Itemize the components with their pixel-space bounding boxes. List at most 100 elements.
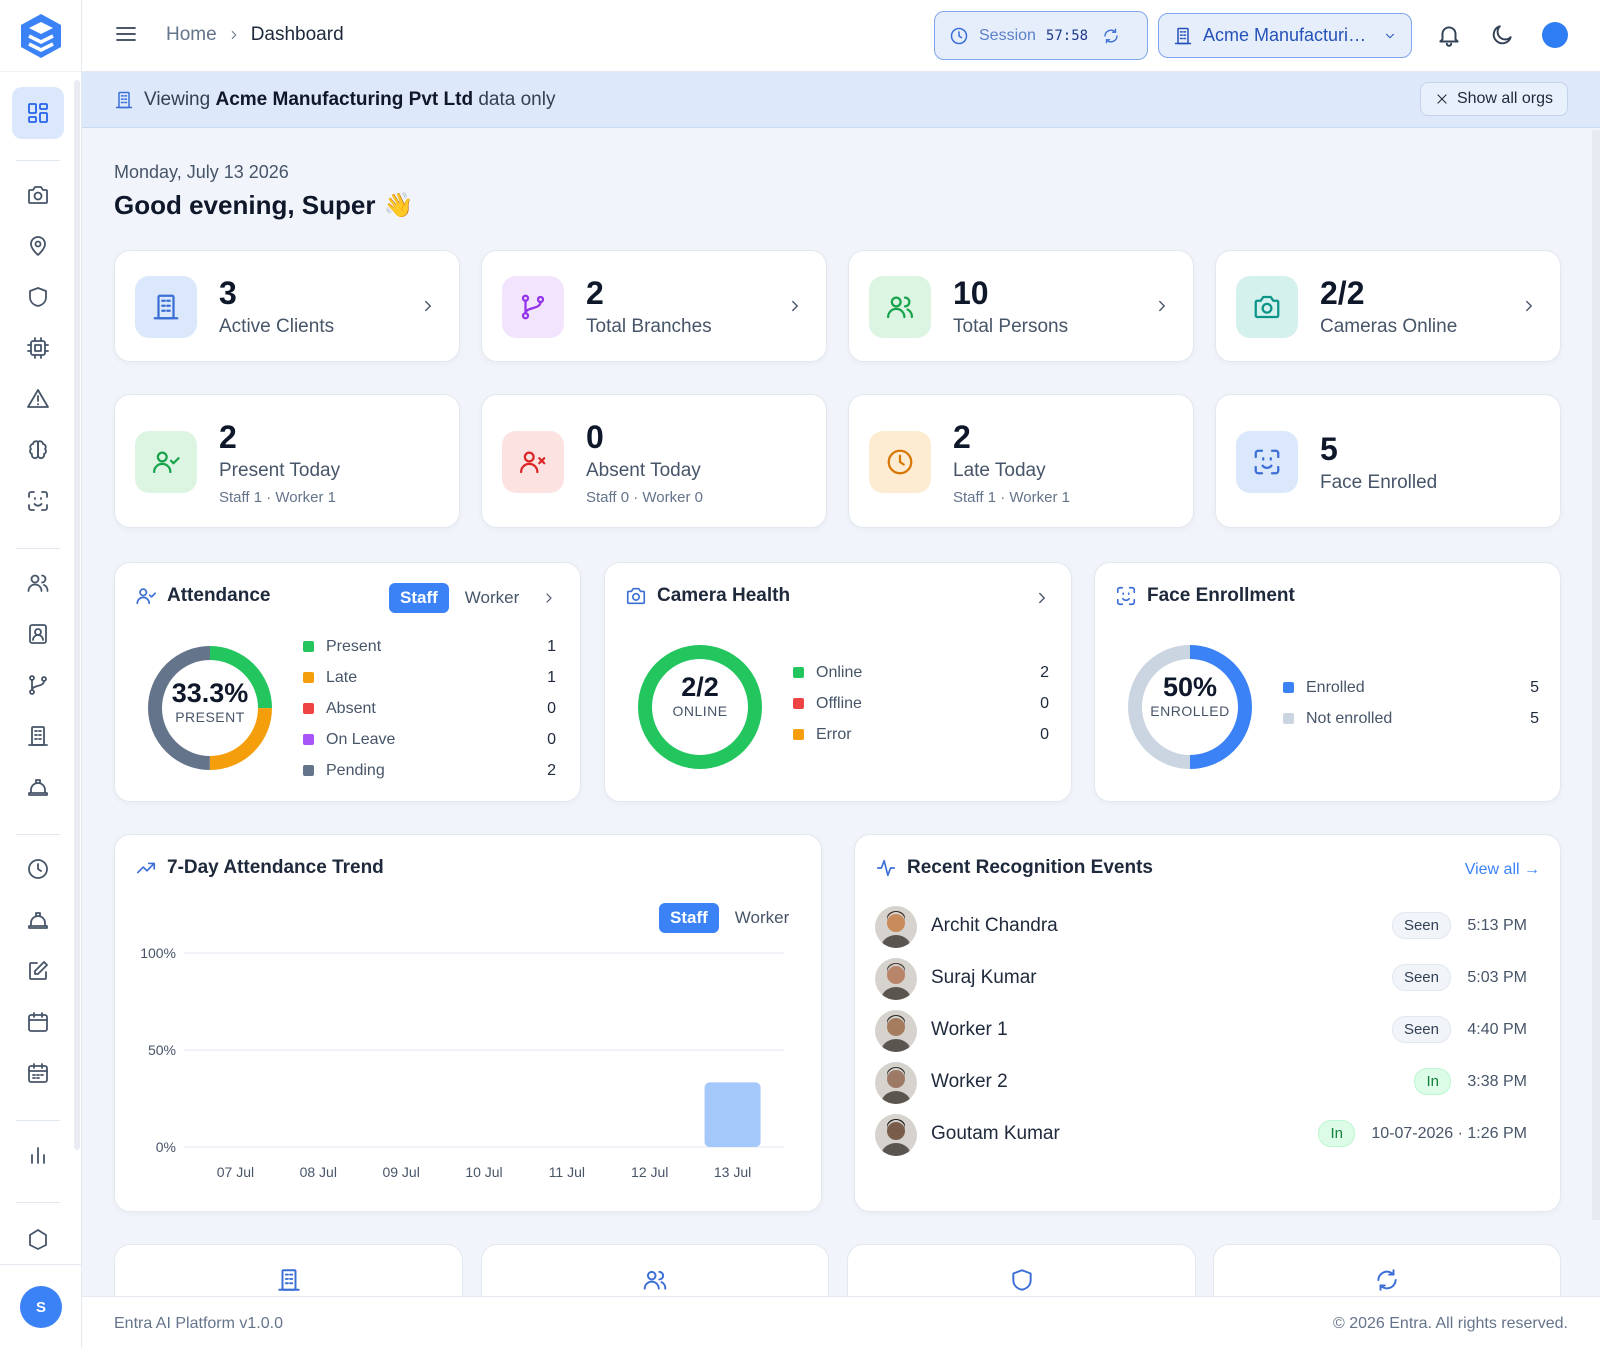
- stat-value: 2: [953, 419, 971, 455]
- status-badge: Seen: [1391, 1016, 1451, 1043]
- sidebar-item-locations[interactable]: [12, 220, 64, 272]
- show-all-orgs-button[interactable]: Show all orgs: [1419, 82, 1568, 116]
- quick-link-security[interactable]: [847, 1244, 1196, 1304]
- sidebar-item-attendance[interactable]: [12, 843, 64, 895]
- stat-value: 5: [1320, 431, 1338, 467]
- person-name: Archit Chandra: [931, 915, 1058, 936]
- legend-value: 2: [1040, 663, 1049, 681]
- org-selector[interactable]: Acme Manufacturing Pvt Ltd: [1158, 13, 1412, 58]
- event-row[interactable]: Suraj Kumar Seen 5:03 PM: [875, 955, 1527, 1003]
- sidebar-item-more[interactable]: [12, 1211, 64, 1251]
- sidebar-item-workers[interactable]: [12, 761, 64, 813]
- sidebar-item-contacts[interactable]: [12, 608, 64, 660]
- legend-label: Late: [326, 668, 358, 686]
- event-time: 3:38 PM: [1467, 1073, 1527, 1090]
- theme-toggle-button[interactable]: [1489, 22, 1515, 48]
- profile-avatar[interactable]: [1542, 22, 1568, 48]
- sidebar-item-shifts[interactable]: [12, 894, 64, 946]
- stat-icon-box: [1236, 276, 1298, 338]
- stat-card-face-enrolled[interactable]: 5 Face Enrolled: [1215, 394, 1561, 528]
- stat-card-total-persons[interactable]: 10 Total Persons: [848, 250, 1194, 362]
- git-branch-icon: [521, 294, 545, 320]
- trend-bar[interactable]: [704, 1082, 761, 1147]
- sidebar-item-devices[interactable]: [12, 322, 64, 374]
- tab-worker[interactable]: Worker: [734, 908, 790, 927]
- refresh-icon[interactable]: [1102, 27, 1120, 45]
- main-scrollbar[interactable]: [1592, 130, 1600, 1220]
- chevron-right-icon: [231, 30, 236, 40]
- event-row[interactable]: Archit Chandra Seen 5:13 PM: [875, 903, 1527, 951]
- notifications-button[interactable]: [1436, 22, 1462, 48]
- banner-org: Acme Manufacturing Pvt Ltd: [215, 88, 474, 110]
- tab-worker[interactable]: Worker: [464, 588, 520, 607]
- event-row[interactable]: Goutam Kumar In 10-07-2026 · 1:26 PM: [875, 1111, 1527, 1159]
- chevron-down-icon: [1385, 33, 1395, 38]
- sidebar-item-ai[interactable]: [12, 424, 64, 476]
- y-tick-label: 0%: [156, 1139, 176, 1155]
- sidebar-item-branches[interactable]: [12, 659, 64, 711]
- sidebar-item-schedule[interactable]: [12, 1047, 64, 1099]
- sidebar-item-alerts[interactable]: [12, 373, 64, 425]
- events-title: Recent Recognition Events: [875, 857, 1153, 879]
- stat-card-late-today[interactable]: 2 Late Today Staff 1 · Worker 1: [848, 394, 1194, 528]
- camera-health-donut: [638, 645, 762, 769]
- tab-staff[interactable]: Staff: [659, 903, 719, 933]
- sidebar-item-security[interactable]: [12, 271, 64, 323]
- person-avatar: [875, 958, 917, 1000]
- map-pin-icon: [30, 236, 46, 256]
- breadcrumb-home[interactable]: Home: [166, 24, 217, 45]
- stat-label: Absent Today: [586, 460, 701, 481]
- quick-link-clients[interactable]: [114, 1244, 463, 1304]
- sidebar-item-face[interactable]: [12, 475, 64, 527]
- sidebar-item-edit[interactable]: [12, 945, 64, 997]
- camera-health-title-text: Camera Health: [657, 585, 791, 606]
- face-scan-icon: [28, 491, 48, 511]
- tab-staff[interactable]: Staff: [389, 583, 449, 613]
- menu-icon: [116, 27, 136, 41]
- sidebar-item-clients[interactable]: [12, 710, 64, 762]
- event-row[interactable]: Worker 1 Seen 4:40 PM: [875, 1007, 1527, 1055]
- x-tick-label: 11 Jul: [549, 1164, 585, 1180]
- refresh-icon: [1377, 1269, 1397, 1291]
- camera-icon: [626, 587, 646, 605]
- chevron-right-icon[interactable]: [1033, 589, 1051, 607]
- stat-value: 2/2: [1320, 275, 1365, 311]
- sidebar-item-cameras[interactable]: [12, 169, 64, 221]
- quick-link-sync[interactable]: [1213, 1244, 1561, 1304]
- camera-icon: [28, 186, 48, 204]
- sidebar-item-calendar[interactable]: [12, 996, 64, 1048]
- stat-card-absent-today[interactable]: 0 Absent Today Staff 0 · Worker 0: [481, 394, 827, 528]
- session-timer[interactable]: Session 57:58: [934, 11, 1148, 60]
- quick-link-persons[interactable]: [481, 1244, 829, 1304]
- attendance-legend-item: Pending 2: [303, 755, 556, 786]
- legend-value: 2: [547, 761, 556, 779]
- person-name: Goutam Kumar: [931, 1123, 1060, 1144]
- stat-label: Cameras Online: [1320, 316, 1458, 337]
- face-enrollment-legend-item: Enrolled 5: [1283, 672, 1539, 703]
- camera-icon: [1254, 295, 1280, 319]
- chevron-right-icon[interactable]: [541, 590, 557, 606]
- cpu-icon: [27, 337, 49, 359]
- camera-health-panel: Camera Health 2/2 ONLINE Online 2 Offline 0…: [604, 562, 1072, 802]
- user-avatar[interactable]: S: [20, 1286, 62, 1328]
- stat-card-active-clients[interactable]: 3 Active Clients: [114, 250, 460, 362]
- stat-card-total-branches[interactable]: 2 Total Branches: [481, 250, 827, 362]
- legend-label: On Leave: [326, 730, 396, 748]
- sidebar-item-reports[interactable]: [12, 1129, 64, 1181]
- donut-segment: [148, 646, 272, 770]
- view-all-link[interactable]: View all →: [1464, 861, 1540, 878]
- legend-label: Present: [326, 637, 382, 655]
- stat-card-cameras-online[interactable]: 2/2 Cameras Online: [1215, 250, 1561, 362]
- sidebar-item-users[interactable]: [12, 557, 64, 609]
- sidebar-item-dashboard[interactable]: [12, 87, 64, 139]
- sidebar-scrollbar[interactable]: [74, 80, 80, 1150]
- app-logo[interactable]: [0, 0, 81, 72]
- stat-card-present-today[interactable]: 2 Present Today Staff 1 · Worker 1: [114, 394, 460, 528]
- stat-icon-box: [502, 276, 564, 338]
- alert-triangle-icon: [27, 389, 49, 408]
- user-check-icon: [136, 588, 156, 605]
- person-name: Worker 2: [931, 1071, 1008, 1092]
- event-row[interactable]: Worker 2 In 3:38 PM: [875, 1059, 1527, 1107]
- menu-toggle-button[interactable]: [114, 22, 138, 46]
- stat-value: 0: [586, 419, 604, 455]
